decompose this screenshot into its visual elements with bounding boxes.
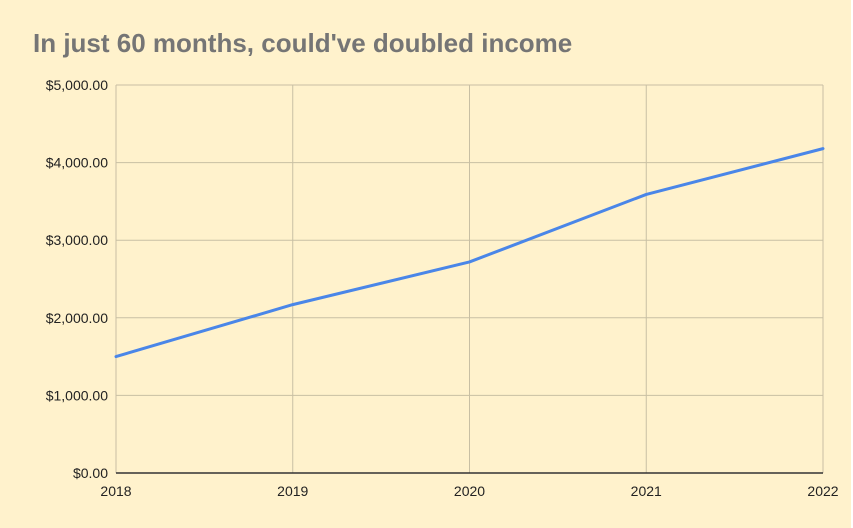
x-tick-label: 2019 — [277, 483, 308, 499]
x-tick-label: 2020 — [454, 483, 485, 499]
y-tick-label: $2,000.00 — [46, 310, 108, 326]
y-tick-label: $5,000.00 — [46, 77, 108, 93]
chart-title: In just 60 months, could've doubled inco… — [33, 28, 573, 58]
y-tick-label: $3,000.00 — [46, 232, 108, 248]
y-tick-label: $4,000.00 — [46, 155, 108, 171]
x-tick-label: 2021 — [631, 483, 662, 499]
series-line — [114, 147, 825, 359]
x-tick-label: 2022 — [807, 483, 838, 499]
y-tick-label: $1,000.00 — [46, 387, 108, 403]
y-tick-label: $0.00 — [73, 465, 108, 481]
x-tick-label: 2018 — [100, 483, 131, 499]
